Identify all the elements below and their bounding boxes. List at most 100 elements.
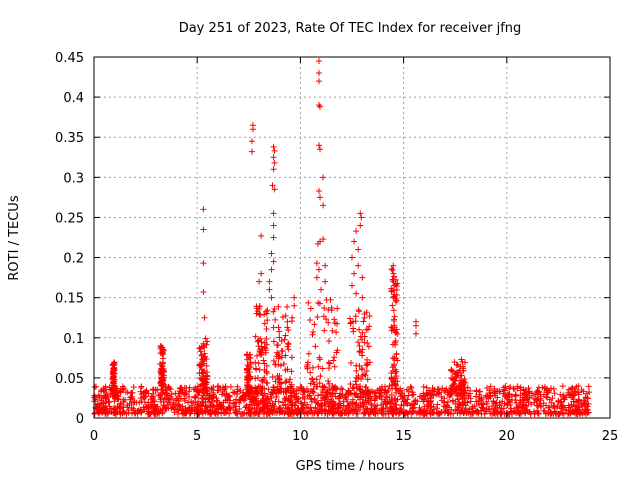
data-point bbox=[498, 405, 505, 412]
data-point bbox=[269, 182, 276, 189]
data-point bbox=[274, 342, 281, 349]
data-point bbox=[575, 402, 582, 409]
data-point bbox=[475, 410, 482, 417]
data-point bbox=[581, 406, 588, 413]
data-point bbox=[161, 405, 168, 412]
data-point bbox=[519, 396, 526, 403]
data-point bbox=[247, 360, 254, 367]
data-point bbox=[160, 355, 167, 362]
data-point bbox=[359, 400, 366, 407]
data-point bbox=[328, 304, 335, 311]
data-point bbox=[258, 232, 265, 239]
data-point bbox=[376, 407, 383, 414]
data-point bbox=[243, 352, 250, 359]
data-point bbox=[526, 409, 533, 416]
data-point bbox=[179, 389, 186, 396]
data-point bbox=[270, 234, 277, 241]
data-point bbox=[295, 405, 302, 412]
data-point bbox=[435, 390, 442, 397]
data-point bbox=[456, 399, 463, 406]
data-point bbox=[333, 349, 340, 356]
data-point bbox=[186, 393, 193, 400]
data-point bbox=[150, 405, 157, 412]
data-point bbox=[103, 391, 110, 398]
data-point bbox=[353, 410, 360, 417]
data-point bbox=[420, 398, 427, 405]
data-point bbox=[460, 378, 467, 385]
data-point bbox=[329, 410, 336, 417]
data-point bbox=[362, 405, 369, 412]
data-point bbox=[316, 354, 323, 361]
data-point bbox=[415, 409, 422, 416]
data-point bbox=[276, 404, 283, 411]
data-point bbox=[391, 282, 398, 289]
data-point bbox=[263, 341, 270, 348]
data-point bbox=[365, 343, 372, 350]
data-point bbox=[331, 320, 338, 327]
data-point bbox=[284, 303, 291, 310]
data-point bbox=[253, 410, 260, 417]
data-point bbox=[294, 408, 301, 415]
data-point bbox=[143, 387, 150, 394]
data-point bbox=[152, 410, 159, 417]
data-point bbox=[195, 410, 202, 417]
data-point bbox=[278, 337, 285, 344]
data-point bbox=[175, 410, 181, 417]
data-point bbox=[196, 386, 203, 393]
data-point bbox=[264, 307, 271, 314]
data-point bbox=[358, 214, 365, 221]
x-tick-label: 15 bbox=[395, 429, 412, 444]
data-point bbox=[525, 399, 532, 406]
data-point bbox=[349, 410, 356, 417]
data-point bbox=[157, 342, 164, 349]
data-point bbox=[521, 410, 528, 417]
data-point bbox=[270, 390, 277, 397]
data-point bbox=[136, 399, 143, 406]
data-point bbox=[291, 302, 298, 309]
data-point bbox=[347, 360, 354, 367]
data-point bbox=[420, 383, 427, 390]
data-point bbox=[473, 387, 480, 394]
data-point bbox=[217, 401, 224, 408]
data-point bbox=[282, 312, 289, 319]
data-point bbox=[137, 395, 144, 402]
data-point bbox=[427, 395, 434, 402]
data-point bbox=[584, 395, 591, 402]
data-point bbox=[474, 407, 481, 414]
data-point bbox=[379, 405, 386, 412]
data-point bbox=[392, 369, 399, 376]
data-point bbox=[211, 409, 218, 416]
data-point bbox=[352, 391, 359, 398]
data-point bbox=[359, 294, 366, 301]
data-point bbox=[529, 390, 535, 397]
data-point bbox=[285, 341, 292, 348]
data-point bbox=[551, 405, 558, 412]
data-point bbox=[325, 319, 332, 326]
data-point bbox=[252, 375, 259, 382]
data-point bbox=[243, 365, 250, 372]
data-point bbox=[365, 397, 372, 404]
data-point bbox=[545, 410, 552, 417]
data-points bbox=[91, 58, 593, 417]
data-point bbox=[374, 402, 381, 409]
data-point bbox=[118, 400, 125, 407]
y-tick-label: 0.35 bbox=[55, 131, 84, 146]
data-point bbox=[154, 403, 161, 410]
data-point bbox=[258, 270, 265, 277]
data-point bbox=[576, 410, 583, 417]
data-point bbox=[163, 395, 170, 402]
data-point bbox=[391, 313, 398, 320]
data-point bbox=[512, 396, 519, 403]
data-point bbox=[393, 326, 400, 333]
data-point bbox=[420, 390, 427, 397]
data-point bbox=[342, 406, 349, 413]
data-point bbox=[171, 409, 178, 416]
data-point bbox=[561, 393, 568, 400]
data-point bbox=[309, 410, 316, 417]
data-point bbox=[271, 186, 278, 193]
data-point bbox=[282, 388, 289, 395]
data-point bbox=[253, 366, 260, 373]
data-point bbox=[584, 410, 591, 417]
data-point bbox=[412, 330, 419, 337]
data-point bbox=[178, 384, 185, 391]
